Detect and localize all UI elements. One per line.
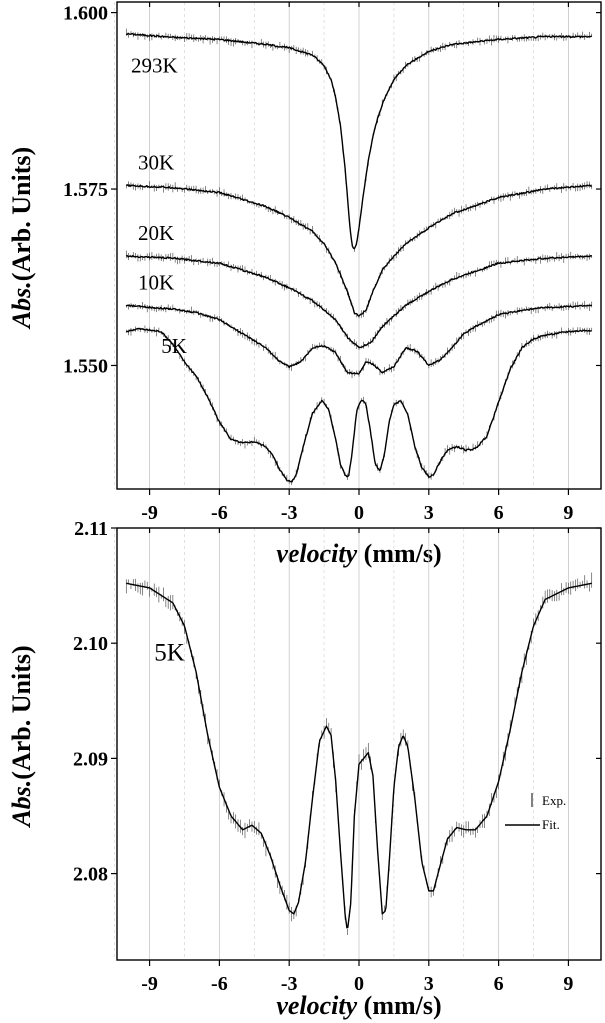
series-label: 293K <box>131 54 178 78</box>
series-line-20K <box>126 254 592 349</box>
x-tick-label: 0 <box>354 502 364 524</box>
grid <box>114 2 569 489</box>
series-30K: 30K <box>125 150 593 319</box>
x-tick-label: -9 <box>141 502 158 524</box>
x-tick-label: -6 <box>211 502 228 524</box>
temperature-annotation: 5K <box>154 639 185 666</box>
legend: Exp. Fit. <box>505 793 566 832</box>
series-line-5K <box>125 327 592 483</box>
y-axis-label-italic: Abs. <box>7 281 36 330</box>
chart-bottom: -9 -6 -3 0 3 6 9 2.08 2.09 2.10 2.11 velocity (mm/s… <box>7 518 602 1020</box>
legend-label: Exp. <box>542 793 566 808</box>
chart-top: 293K 30K 20K 10K 5K -9 -6 -3 0 3 6 9 1.550 1.575 1.600… <box>7 1 602 568</box>
x-tick-label: 6 <box>494 502 504 524</box>
x-axis-label-unit: (mm/s) <box>364 539 442 568</box>
x-tick-label: 9 <box>563 973 573 995</box>
series-label: 5K <box>161 334 187 358</box>
x-tick-label: -3 <box>281 502 298 524</box>
x-tick-label: -9 <box>141 973 158 995</box>
x-tick-label: 0 <box>354 973 364 995</box>
y-tick-label: 2.10 <box>73 633 108 655</box>
y-axis-label: Abs.(Arb. Units) <box>7 645 36 828</box>
y-tick-label: 2.09 <box>73 748 108 770</box>
series-line-10K <box>125 304 593 375</box>
series-label: 20K <box>138 221 174 245</box>
x-axis-label-unit: (mm/s) <box>364 991 442 1020</box>
x-tick-label: -3 <box>281 973 298 995</box>
x-tick-label: 9 <box>563 502 573 524</box>
series-20K: 20K <box>125 221 593 351</box>
y-axis: 2.08 2.09 2.10 2.11 <box>73 518 601 886</box>
x-tick-label: 3 <box>424 973 434 995</box>
x-axis-label: velocity (mm/s) <box>276 991 441 1020</box>
y-tick-label: 1.600 <box>63 3 108 25</box>
x-axis-label-italic: velocity <box>276 991 357 1020</box>
y-axis-label-italic: Abs. <box>7 780 36 829</box>
series-line-293K <box>126 32 593 250</box>
grid <box>114 528 569 960</box>
series-293K: 293K <box>125 28 593 252</box>
series-label: 30K <box>138 150 174 174</box>
x-axis-label-italic: velocity <box>276 539 357 568</box>
series-5K: 5K <box>125 325 593 486</box>
y-tick-label: 2.08 <box>73 864 108 886</box>
series-line-fit <box>126 582 592 929</box>
series-line-30K <box>125 184 592 317</box>
legend-label: Fit. <box>542 817 560 832</box>
y-tick-label: 2.11 <box>74 518 108 540</box>
x-tick-label: 6 <box>494 973 504 995</box>
series-label: 10K <box>138 270 174 294</box>
y-axis: 1.550 1.575 1.600 <box>63 3 601 377</box>
x-axis: -9 -6 -3 0 3 6 9 <box>141 528 573 995</box>
x-axis: -9 -6 -3 0 3 6 9 <box>141 2 573 524</box>
y-tick-label: 1.575 <box>63 179 108 201</box>
y-axis-label: Abs.(Arb. Units) <box>7 147 36 330</box>
y-axis-label-unit: (Arb. Units) <box>7 147 36 281</box>
series-data <box>125 572 593 936</box>
x-tick-label: 3 <box>424 502 434 524</box>
y-tick-label: 1.550 <box>63 355 108 377</box>
y-axis-label-unit: (Arb. Units) <box>7 645 36 779</box>
x-tick-label: -6 <box>211 973 228 995</box>
series-10K: 10K <box>125 270 593 378</box>
